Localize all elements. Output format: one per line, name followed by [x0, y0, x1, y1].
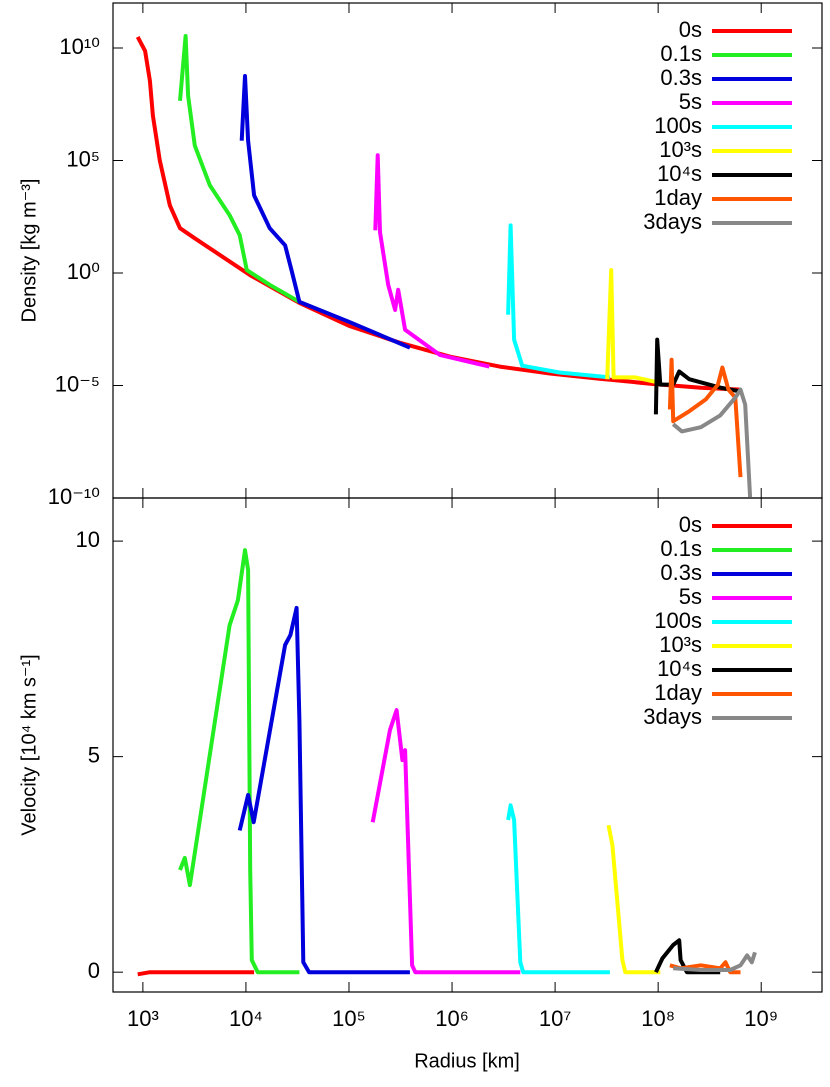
series-line [137, 970, 255, 977]
y-tick-label: 0 [88, 958, 100, 983]
series-line [506, 223, 611, 380]
legend-label: 100s [654, 113, 702, 138]
x-tick-label: 10³ [127, 1006, 159, 1031]
legend-label: 10⁴s [657, 656, 702, 681]
x-tick-label: 10⁴ [229, 1006, 263, 1031]
x-tick-label: 10⁹ [744, 1006, 778, 1031]
y-tick-label: 10 [76, 527, 100, 552]
series-line [506, 803, 610, 975]
legend-label: 3days [643, 704, 702, 729]
series-line [673, 951, 757, 972]
y-tick-label: 10⁵ [66, 146, 100, 171]
x-tick-label: 10⁷ [539, 1006, 571, 1031]
series-line [606, 824, 661, 975]
legend-label: 100s [654, 608, 702, 633]
x-tick-label: 10⁸ [641, 1006, 675, 1031]
y-axis-title: Velocity [10⁴ km s⁻¹] [18, 654, 40, 835]
x-tick-label: 10⁵ [332, 1006, 366, 1031]
legend-label: 0s [679, 17, 702, 42]
y-tick-label: 10¹⁰ [59, 34, 100, 59]
y-tick-label: 10⁰ [67, 259, 100, 284]
bottom-frame [112, 497, 823, 993]
y-tick-label: 10⁻¹⁰ [48, 484, 100, 509]
y-tick-label: 10⁻⁵ [55, 371, 100, 396]
legend-label: 0s [679, 512, 702, 537]
series-line [671, 387, 753, 498]
legend-label: 1day [654, 680, 702, 705]
legend-label: 1day [654, 185, 702, 210]
legend-label: 0.3s [660, 65, 702, 90]
series-line [178, 548, 300, 975]
legend-label: 0.1s [660, 41, 702, 66]
series-line [605, 268, 661, 385]
legend-label: 0.1s [660, 536, 702, 561]
legend-label: 10⁴s [657, 161, 702, 186]
x-axis-title: Radius [km] [414, 1050, 520, 1072]
series-line [370, 708, 521, 975]
series-line [667, 357, 743, 478]
legend-label: 5s [679, 89, 702, 114]
y-axis-title: Density [kg m⁻³] [18, 179, 40, 323]
legend-label: 10³s [659, 137, 702, 162]
series-line [373, 153, 490, 369]
legend-label: 3days [643, 209, 702, 234]
legend-label: 10³s [659, 632, 702, 657]
series-line [654, 938, 721, 975]
legend-label: 5s [679, 584, 702, 609]
series-line [239, 74, 411, 350]
legend-label: 0.3s [660, 560, 702, 585]
y-tick-label: 5 [88, 742, 100, 767]
series-line [178, 34, 301, 304]
series-line [237, 605, 410, 975]
x-tick-label: 10⁶ [435, 1006, 469, 1031]
